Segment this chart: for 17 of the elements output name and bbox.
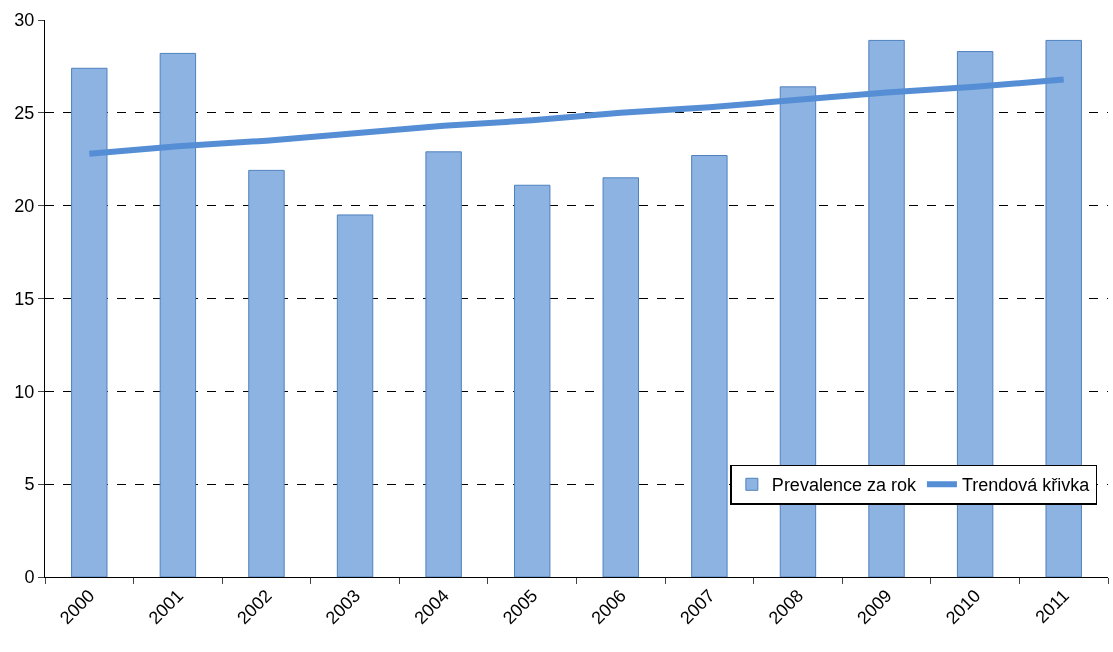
bar — [513, 184, 551, 577]
y-tick-label: 0 — [24, 567, 35, 588]
y-tick-label: 10 — [14, 381, 35, 402]
legend-label: Prevalence za rok — [771, 475, 917, 496]
bar — [248, 169, 285, 577]
bar — [602, 177, 640, 577]
legend-label: Trendová křivka — [961, 475, 1091, 496]
y-tick-label: 25 — [14, 103, 35, 124]
bar — [425, 151, 462, 577]
bar — [159, 52, 197, 577]
y-tick-label: 30 — [14, 10, 35, 31]
y-tick-label: 20 — [14, 195, 35, 216]
y-tick-label: 5 — [24, 474, 35, 495]
bar — [336, 214, 374, 577]
bar — [691, 155, 728, 577]
bar — [71, 67, 108, 577]
y-tick-label: 15 — [14, 288, 35, 309]
